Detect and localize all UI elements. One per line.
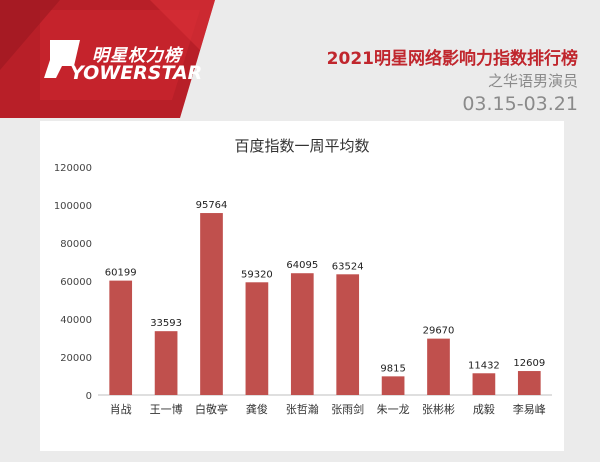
- bar: [517, 371, 541, 395]
- bar-value-label: 59320: [241, 269, 273, 280]
- brand-logo-en: YOWERSTAR: [70, 62, 203, 84]
- bar-value-label: 64095: [286, 260, 318, 271]
- x-tick-label: 朱一龙: [377, 403, 410, 416]
- x-tick-label: 李易峰: [513, 402, 546, 416]
- banner-background: [0, 0, 215, 118]
- bar-value-label: 63524: [332, 261, 364, 272]
- bar: [381, 376, 405, 395]
- x-tick-label: 张雨剑: [331, 402, 364, 416]
- brand-logo-cn: 明星权力榜: [92, 46, 182, 66]
- chart-title: 百度指数一周平均数: [234, 137, 369, 155]
- ranking-subtitle: 之华语男演员: [487, 72, 578, 90]
- bar: [245, 282, 269, 395]
- x-tick-label: 张彬彬: [422, 403, 455, 416]
- bar: [427, 338, 450, 395]
- date-range: 03.15-03.21: [462, 93, 578, 115]
- x-tick-label: 成毅: [473, 402, 495, 416]
- bar-value-label: 95764: [196, 200, 228, 211]
- y-tick-label: 60000: [60, 277, 92, 288]
- bar: [154, 331, 178, 395]
- bar-value-label: 12609: [513, 358, 545, 369]
- bar-value-label: 11432: [468, 360, 500, 371]
- y-tick-label: 40000: [60, 315, 92, 326]
- bar: [290, 273, 314, 395]
- ranking-title: 2021明星网络影响力指数排行榜: [326, 49, 578, 69]
- bar-value-label: 9815: [380, 363, 405, 374]
- x-tick-label: 肖战: [110, 402, 132, 416]
- logo-mark-icon: [44, 40, 80, 78]
- bar: [109, 280, 133, 395]
- bar-value-label: 60199: [105, 268, 137, 279]
- x-tick-label: 张哲瀚: [286, 402, 319, 416]
- brand-banner: [0, 0, 260, 118]
- bar: [336, 274, 360, 395]
- y-tick-label: 80000: [60, 239, 92, 250]
- bar: [200, 213, 223, 395]
- y-tick-label: 20000: [60, 353, 92, 364]
- bar-value-label: 33593: [150, 318, 182, 329]
- x-tick-label: 白敬亭: [195, 402, 228, 416]
- y-tick-label: 100000: [54, 201, 92, 212]
- y-tick-label: 120000: [54, 163, 92, 174]
- x-tick-label: 王一博: [150, 403, 183, 416]
- bar: [472, 373, 496, 395]
- bar-chart: 百度指数一周平均数 0 20000 40000 60000 80000 100000 120…: [54, 137, 552, 416]
- y-tick-label: 0: [86, 391, 92, 402]
- chart-card: 百度指数一周平均数 0 20000 40000 60000 80000 100000 120…: [40, 121, 564, 451]
- bar-value-label: 29670: [423, 326, 455, 337]
- x-tick-label: 龚俊: [246, 402, 268, 416]
